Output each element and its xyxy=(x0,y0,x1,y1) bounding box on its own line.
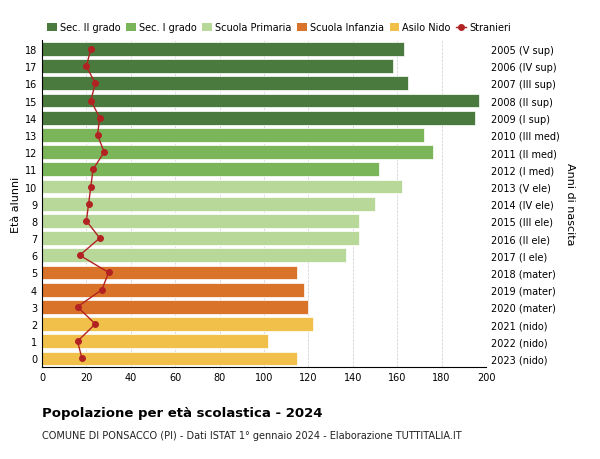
Bar xyxy=(42,232,359,246)
Bar xyxy=(42,180,401,194)
Bar xyxy=(42,283,304,297)
Bar xyxy=(42,197,375,211)
Legend: Sec. II grado, Sec. I grado, Scuola Primaria, Scuola Infanzia, Asilo Nido, Stran: Sec. II grado, Sec. I grado, Scuola Prim… xyxy=(47,23,511,33)
Bar xyxy=(42,129,424,142)
Bar xyxy=(42,43,404,57)
Bar xyxy=(42,352,298,365)
Bar xyxy=(42,266,298,280)
Bar xyxy=(42,335,268,348)
Bar xyxy=(42,214,359,228)
Bar xyxy=(42,95,479,108)
Bar xyxy=(42,318,313,331)
Bar xyxy=(42,249,346,263)
Bar xyxy=(42,163,379,177)
Bar xyxy=(42,60,393,74)
Bar xyxy=(42,112,475,125)
Y-axis label: Anni di nascita: Anni di nascita xyxy=(565,163,575,246)
Bar xyxy=(42,300,308,314)
Text: Popolazione per età scolastica - 2024: Popolazione per età scolastica - 2024 xyxy=(42,406,323,419)
Bar xyxy=(42,77,409,91)
Bar xyxy=(42,146,433,160)
Y-axis label: Età alunni: Età alunni xyxy=(11,176,20,232)
Text: COMUNE DI PONSACCO (PI) - Dati ISTAT 1° gennaio 2024 - Elaborazione TUTTITALIA.I: COMUNE DI PONSACCO (PI) - Dati ISTAT 1° … xyxy=(42,431,461,441)
